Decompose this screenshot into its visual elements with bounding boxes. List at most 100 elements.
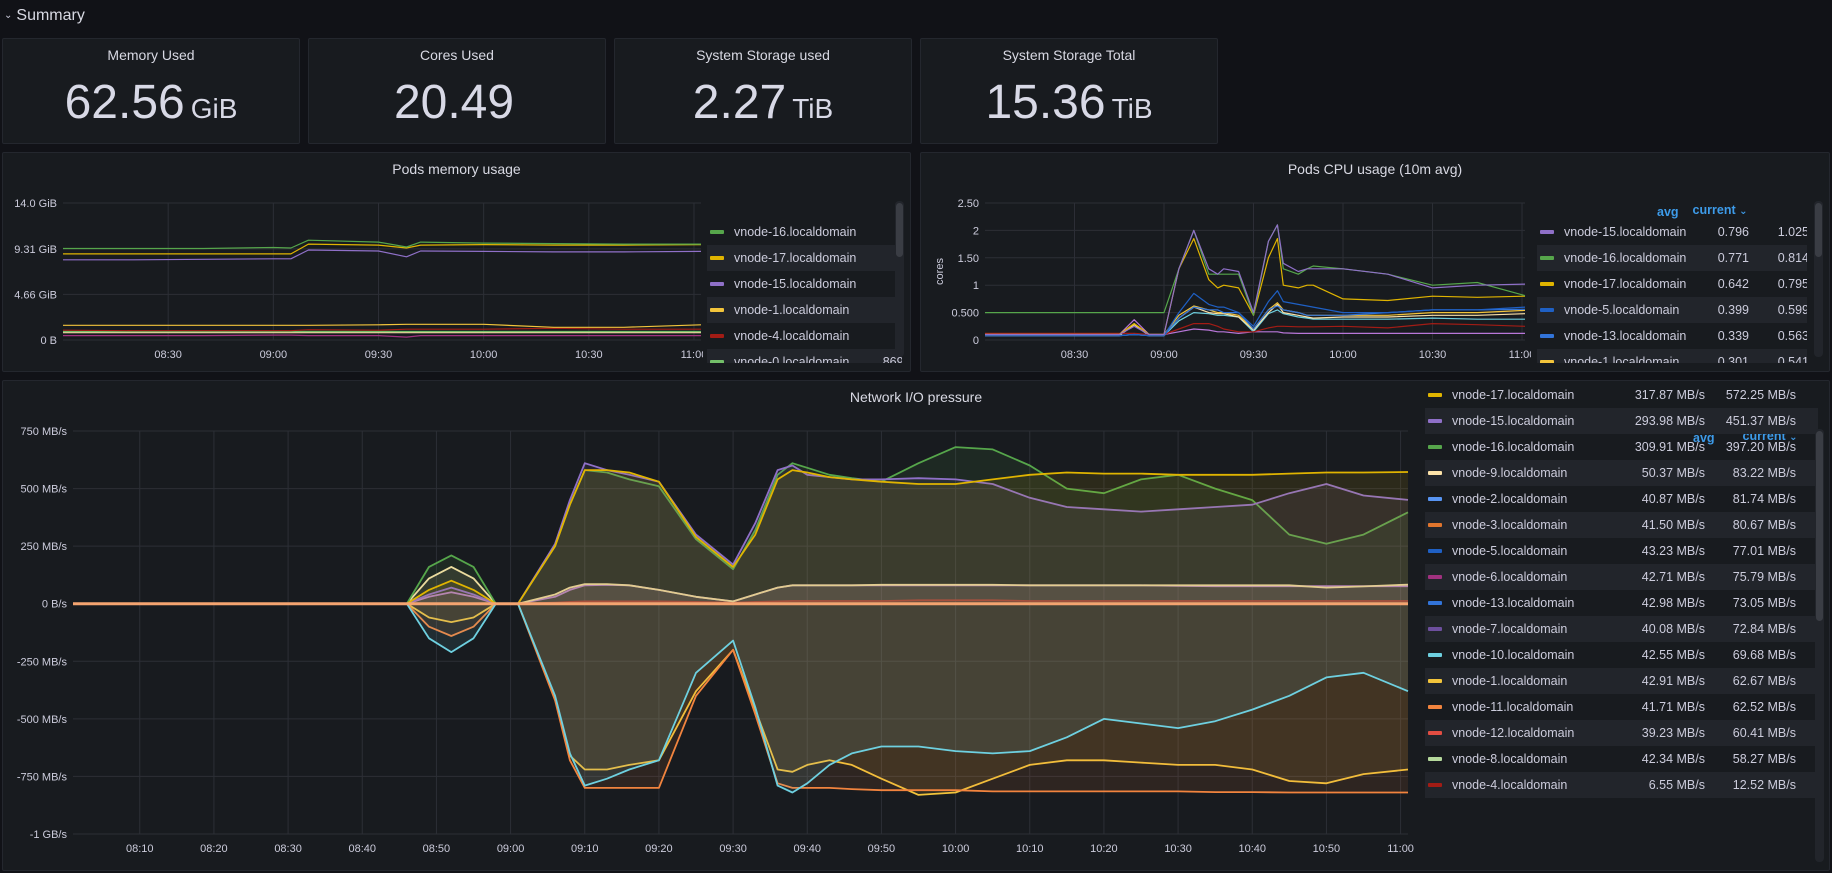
legend-value-current: 397.20 MB/s (1725, 440, 1796, 454)
legend-series-name: vnode-1.localdomain (734, 303, 850, 317)
legend-item[interactable]: vnode-0.localdomain 869.7 (707, 349, 902, 363)
legend-header-avg[interactable]: avg (1693, 431, 1715, 445)
legend-swatch-icon (1540, 230, 1554, 234)
legend-series-name: vnode-1.localdomain (1452, 674, 1568, 688)
legend-item[interactable]: vnode-15.localdomain 293.98 MB/s 451.37 MB… (1425, 408, 1818, 434)
x-tick-label: 08:30 (154, 349, 182, 361)
x-tick-label: 11:00 (681, 349, 703, 361)
legend-value-current: 60.41 MB/s (1732, 726, 1796, 740)
series-area-vnode-17.localdomain (73, 470, 1408, 604)
legend-item[interactable]: vnode-16.localdomain9.7 (707, 219, 902, 245)
y-tick-label: -500 MB/s (17, 714, 68, 726)
legend-item[interactable]: vnode-11.localdomain 41.71 MB/s 62.52 MB/s (1425, 694, 1818, 720)
x-tick-label: 08:30 (1061, 349, 1089, 361)
legend-series-name: vnode-0.localdomain (734, 355, 850, 363)
legend-item[interactable]: vnode-1.localdomain1.5 (707, 297, 902, 323)
legend-swatch-icon (1428, 731, 1442, 735)
legend-item[interactable]: vnode-16.localdomain 309.91 MB/s 397.20 MB… (1425, 434, 1818, 460)
legend-item[interactable]: vnode-17.localdomain9.4 (707, 245, 902, 271)
legend-scrollbar[interactable] (896, 203, 903, 257)
x-tick-label: 09:50 (868, 843, 896, 855)
legend-swatch-icon (1540, 256, 1554, 260)
x-tick-label: 09:00 (497, 843, 525, 855)
x-tick-label: 10:30 (575, 349, 603, 361)
panel-title: Network I/O pressure (849, 389, 983, 405)
legend-item[interactable]: vnode-2.localdomain 40.87 MB/s 81.74 MB/s (1425, 486, 1818, 512)
legend-item[interactable]: vnode-7.localdomain 40.08 MB/s 72.84 MB/s (1425, 616, 1818, 642)
legend-scrollbar[interactable] (1815, 203, 1822, 257)
legend-item[interactable]: vnode-1.localdomain 0.301 0.541 (1537, 349, 1807, 363)
legend-series-name: vnode-17.localdomain (734, 251, 857, 265)
cpu-legend: vnode-15.localdomain 0.796 1.025 vnode-16.l… (1537, 219, 1807, 363)
series-area-vnode-9.localdomain (73, 566, 1408, 604)
series-line-vnode-15.localdomain (63, 249, 702, 261)
legend-value-current: 69.68 MB/s (1732, 648, 1796, 662)
row-header-summary[interactable]: ⌄ Summary (4, 4, 85, 28)
y-tick-label: 250 MB/s (21, 541, 68, 553)
legend-value-current: 72.84 MB/s (1732, 622, 1796, 636)
legend-swatch-icon (710, 334, 724, 338)
memory-legend: vnode-16.localdomain9.7vnode-17.localdom… (707, 219, 902, 363)
x-tick-label: 08:20 (200, 843, 228, 855)
x-tick-label: 11:00 (1509, 349, 1531, 361)
legend-value-current: 83.22 MB/s (1732, 466, 1796, 480)
legend-item[interactable]: vnode-10.localdomain 42.55 MB/s 69.68 MB/s (1425, 642, 1818, 668)
legend-item[interactable]: vnode-4.localdomain1.0 (707, 323, 902, 349)
pods-cpu-panel: Pods CPU usage (10m avg) 0 0.500 1 1.50 2 2.5… (920, 152, 1830, 372)
legend-swatch-icon (1540, 334, 1554, 338)
x-tick-label: 11:00 (1387, 843, 1414, 855)
legend-swatch-icon (710, 282, 724, 286)
legend-item[interactable]: vnode-17.localdomain 0.642 0.795 (1537, 271, 1807, 297)
legend-item[interactable]: vnode-5.localdomain 43.23 MB/s 77.01 MB/s (1425, 538, 1818, 564)
legend-item[interactable]: vnode-12.localdomain 39.23 MB/s 60.41 MB/s (1425, 720, 1818, 746)
legend-item[interactable]: vnode-5.localdomain 0.399 0.599 (1537, 297, 1807, 323)
legend-header-current[interactable]: current ⌄ (1693, 203, 1748, 219)
x-tick-label: 10:40 (1238, 843, 1266, 855)
legend-value-current: 12.52 MB/s (1732, 778, 1796, 792)
network-io-panel: Network I/O pressure -1 GB/s -750 MB/s -50… (2, 380, 1830, 871)
series-area-vnode-16.localdomain (73, 447, 1408, 604)
series-area-vnode-11.localdomain (73, 603, 1408, 793)
legend-value-current: 1.025 (1777, 225, 1807, 239)
legend-value-avg: 40.08 MB/s (1641, 622, 1705, 636)
legend-item[interactable]: vnode-4.localdomain 6.55 MB/s 12.52 MB/s (1425, 772, 1818, 798)
legend-header-avg[interactable]: avg (1657, 205, 1679, 219)
legend-item[interactable]: vnode-6.localdomain 42.71 MB/s 75.79 MB/s (1425, 564, 1818, 590)
legend-series-name: vnode-16.localdomain (734, 225, 857, 239)
y-axis-label: cores (934, 258, 946, 285)
legend-item[interactable]: vnode-3.localdomain 41.50 MB/s 80.67 MB/s (1425, 512, 1818, 538)
memory-chart[interactable]: 0 B 4.66 GiB 9.31 GiB 14.0 GiB 08:30 09:00 09:… (3, 153, 703, 373)
network-chart[interactable]: -1 GB/s -750 MB/s -500 MB/s -250 MB/s 0 B/s 2… (3, 381, 1415, 872)
legend-series-name: vnode-9.localdomain (1452, 466, 1568, 480)
legend-item[interactable]: vnode-8.localdomain 42.34 MB/s 58.27 MB/s (1425, 746, 1818, 772)
x-tick-label: 09:20 (645, 843, 673, 855)
legend-item[interactable]: vnode-17.localdomain 317.87 MB/s 572.25 MB… (1425, 382, 1818, 408)
grid: -1 GB/s -750 MB/s -500 MB/s -250 MB/s 0 B/s 2… (17, 426, 1414, 855)
legend-item[interactable]: vnode-1.localdomain 42.91 MB/s 62.67 MB/s (1425, 668, 1818, 694)
legend-value-avg: 0.339 (1717, 329, 1749, 343)
legend-item[interactable]: vnode-16.localdomain 0.771 0.814 (1537, 245, 1807, 271)
legend-series-name: vnode-11.localdomain (1452, 700, 1574, 714)
series-line-vnode-17.localdomain (63, 243, 702, 255)
legend-scrollbar[interactable] (1816, 431, 1823, 621)
legend-value-avg: 41.50 MB/s (1641, 518, 1705, 532)
legend-item[interactable]: vnode-15.localdomain 0.796 1.025 (1537, 219, 1807, 245)
stat-value: 20.49 (309, 79, 605, 127)
legend-value-current: 62.52 MB/s (1732, 700, 1796, 714)
cpu-chart[interactable]: 0 0.500 1 1.50 2 2.50 08:30 09:00 09:30 10:00 10:3… (921, 153, 1531, 373)
stat-panel-storage-total: System Storage Total 15.36 TiB (920, 38, 1218, 144)
legend-item[interactable]: vnode-9.localdomain 50.37 MB/s 83.22 MB/s (1425, 460, 1818, 486)
series-line-vnode-5.localdomain (985, 290, 1526, 337)
legend-scrollbar-track (1814, 201, 1823, 357)
stat-unit: GiB (190, 93, 238, 124)
stat-panel-storage-used: System Storage used 2.27 TiB (614, 38, 912, 144)
legend-swatch-icon (710, 308, 724, 312)
legend-series-name: vnode-6.localdomain (1452, 570, 1568, 584)
legend-value-avg: 309.91 MB/s (1634, 440, 1705, 454)
legend-value-avg: 43.23 MB/s (1641, 544, 1705, 558)
legend-item[interactable]: vnode-13.localdomain 42.98 MB/s 73.05 MB/s (1425, 590, 1818, 616)
legend-value-avg: 42.55 MB/s (1641, 648, 1705, 662)
series-line-vnode-16.localdomain (63, 239, 701, 250)
legend-item[interactable]: vnode-13.localdomain 0.339 0.563 (1537, 323, 1807, 349)
